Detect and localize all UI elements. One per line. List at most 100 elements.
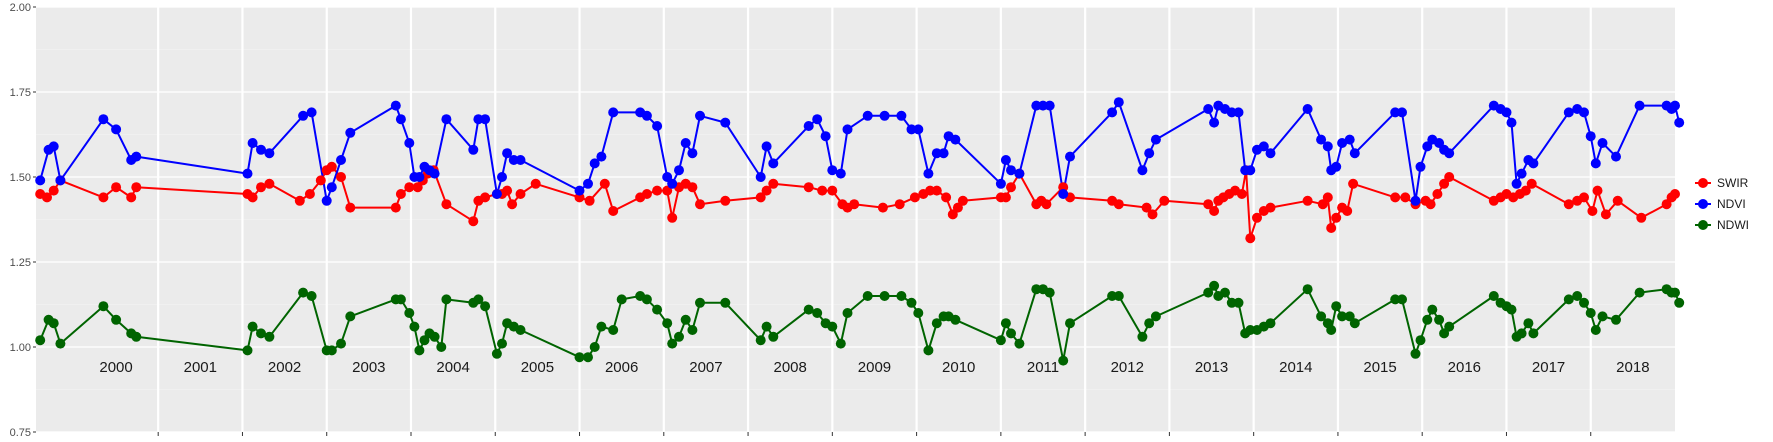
legend: SWIR NDVI NDWI: [1695, 176, 1749, 232]
data-point-ndvi: [574, 185, 585, 196]
data-point-ndwi: [306, 291, 317, 301]
data-point-swir: [652, 185, 663, 196]
legend-key-point-ndwi: [1698, 220, 1708, 230]
data-point-ndvi: [242, 168, 253, 179]
data-point-ndvi: [995, 178, 1006, 189]
data-point-swir: [1526, 178, 1537, 189]
data-point-ndvi: [720, 117, 731, 128]
data-point-ndwi: [298, 287, 309, 298]
data-point-ndwi: [497, 338, 507, 349]
data-point-swir: [502, 185, 513, 196]
data-point-ndvi: [803, 121, 814, 131]
data-point-swir: [931, 185, 942, 196]
data-point-swir: [817, 185, 828, 196]
data-point-ndvi: [404, 138, 415, 148]
data-point-ndwi: [662, 318, 673, 329]
data-point-ndwi: [1439, 328, 1450, 339]
data-point-ndvi: [98, 114, 109, 125]
data-point-ndvi: [589, 158, 600, 169]
data-point-ndvi: [768, 158, 779, 169]
legend-key-point-ndvi: [1698, 199, 1708, 209]
data-point-ndwi: [264, 331, 275, 342]
data-point-ndvi: [336, 155, 346, 165]
data-point-swir: [1236, 189, 1247, 199]
data-point-swir: [247, 192, 258, 203]
data-point-ndvi: [842, 124, 853, 135]
y-tick-label: 1.00: [10, 342, 31, 354]
data-point-ndwi: [596, 321, 607, 332]
data-point-ndwi: [1000, 318, 1011, 329]
data-point-swir: [1592, 185, 1603, 196]
data-point-ndwi: [395, 294, 406, 305]
data-point-ndvi: [680, 138, 691, 148]
data-point-ndwi: [1326, 325, 1337, 335]
data-point-swir: [1331, 212, 1342, 223]
data-point-ndvi: [491, 189, 502, 199]
year-label: 2009: [858, 359, 891, 376]
year-label: 2011: [1027, 359, 1059, 376]
data-point-ndwi: [1670, 287, 1680, 298]
data-point-ndvi: [306, 107, 317, 118]
data-point-swir: [111, 182, 122, 193]
data-point-ndvi: [264, 148, 275, 159]
data-point-swir: [507, 199, 518, 210]
data-point-ndwi: [687, 325, 698, 335]
data-point-ndvi: [1058, 189, 1069, 199]
data-point-swir: [1113, 199, 1124, 210]
data-point-swir: [256, 182, 266, 193]
legend-label-ndwi: NDWI: [1717, 218, 1749, 232]
data-point-ndvi: [1444, 148, 1455, 159]
data-point-ndwi: [583, 352, 593, 363]
data-point-ndvi: [1209, 117, 1220, 128]
data-point-ndvi: [641, 110, 652, 121]
data-point-ndvi: [1137, 165, 1148, 176]
data-point-ndvi: [429, 168, 440, 179]
data-point-ndwi: [441, 294, 452, 305]
data-point-ndwi: [803, 304, 814, 315]
data-point-ndwi: [515, 325, 526, 335]
data-point-ndwi: [1150, 311, 1161, 322]
data-point-ndvi: [862, 110, 873, 121]
data-point-swir: [827, 185, 838, 196]
data-point-ndwi: [1528, 328, 1539, 339]
data-point-ndvi: [835, 168, 846, 179]
data-point-ndvi: [1265, 148, 1276, 159]
data-point-ndwi: [1344, 311, 1355, 322]
data-point-swir: [1245, 233, 1256, 244]
data-point-swir: [947, 209, 958, 220]
data-point-ndvi: [950, 134, 961, 145]
data-point-ndwi: [131, 331, 142, 342]
data-point-swir: [894, 199, 905, 210]
data-point-swir: [1252, 212, 1262, 223]
data-point-ndvi: [608, 107, 619, 118]
data-point-ndwi: [1410, 348, 1421, 359]
data-point-swir: [1265, 202, 1276, 213]
data-point-ndwi: [1113, 291, 1124, 301]
data-point-ndvi: [1349, 148, 1360, 159]
data-point-ndvi: [1000, 155, 1011, 165]
year-label: 2003: [352, 359, 385, 376]
data-point-ndwi: [473, 294, 484, 305]
data-point-swir: [336, 172, 346, 182]
data-point-ndvi: [1410, 195, 1421, 206]
data-point-ndwi: [414, 345, 425, 356]
data-point-ndvi: [48, 141, 59, 152]
data-point-swir: [1439, 178, 1450, 189]
data-point-ndwi: [1209, 280, 1220, 291]
data-point-swir: [1579, 192, 1589, 203]
data-point-ndvi: [1397, 107, 1407, 118]
legend-key-point-swir: [1698, 178, 1708, 188]
data-point-ndwi: [652, 304, 663, 315]
data-point-swir: [761, 185, 772, 196]
data-point-ndvi: [761, 141, 772, 152]
data-point-ndvi: [1144, 148, 1155, 159]
data-point-ndwi: [879, 291, 890, 301]
data-point-swir: [1141, 202, 1152, 213]
data-point-ndwi: [35, 335, 46, 346]
data-point-swir: [803, 182, 814, 193]
data-point-ndwi: [755, 335, 766, 346]
data-point-swir: [530, 178, 541, 189]
data-point-swir: [412, 182, 423, 193]
data-point-ndvi: [1674, 117, 1685, 128]
